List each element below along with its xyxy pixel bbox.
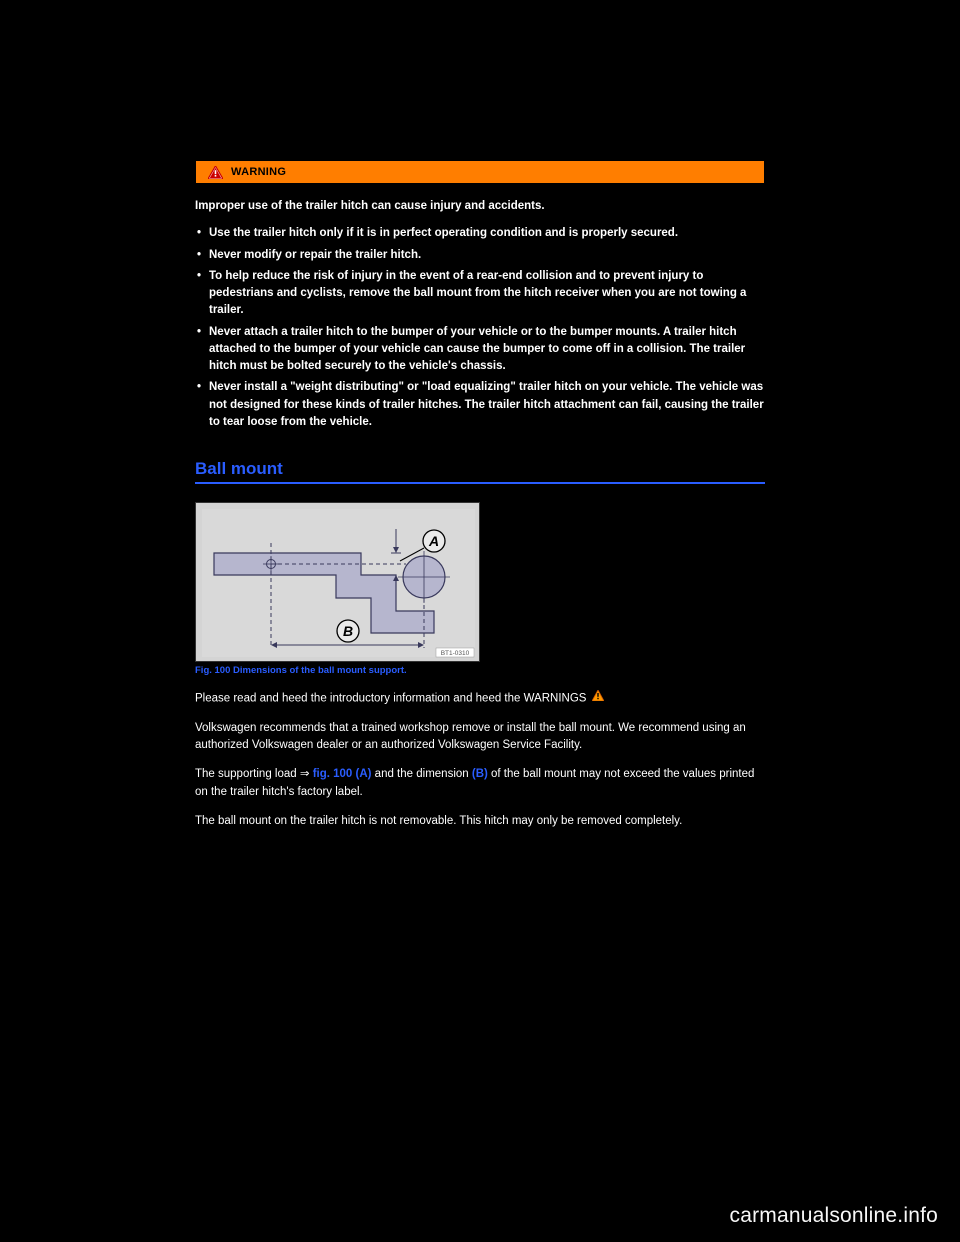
figure-id-label: BT1-0310 xyxy=(441,650,470,657)
warning-bullet: To help reduce the risk of injury in the… xyxy=(195,268,765,320)
paragraph-workshop: Volkswagen recommends that a trained wor… xyxy=(195,720,765,755)
document-content: WARNING Improper use of the trailer hitc… xyxy=(195,160,765,842)
warning-bullet: Use the trailer hitch only if it is in p… xyxy=(195,225,765,242)
warning-triangle-icon xyxy=(208,166,223,179)
paragraph-removable: The ball mount on the trailer hitch is n… xyxy=(195,813,765,830)
intro-text: Please read and heed the introductory in… xyxy=(195,690,765,708)
figure-ref-b: (B) xyxy=(472,768,488,780)
figure-caption: Fig. 100 Dimensions of the ball mount su… xyxy=(195,665,480,676)
figure-ref-a: fig. 100 (A) xyxy=(313,768,372,780)
figure-diagram: A B BT1-0310 xyxy=(195,502,480,662)
warning-bullet-list: Use the trailer hitch only if it is in p… xyxy=(195,225,765,431)
warning-body-text: Improper use of the trailer hitch can ca… xyxy=(195,198,765,215)
section-heading: Ball mount xyxy=(195,459,765,484)
paragraph-dimensions: The supporting load ⇒ fig. 100 (A) and t… xyxy=(195,766,765,801)
intro-span: Please read and heed the introductory in… xyxy=(195,693,586,705)
warning-bullet: Never modify or repair the trailer hitch… xyxy=(195,247,765,264)
warning-label: WARNING xyxy=(231,166,286,178)
warning-bullet: Never install a "weight distributing" or… xyxy=(195,379,765,431)
figure-label-b: B xyxy=(343,623,353,639)
watermark: carmanualsonline.info xyxy=(730,1204,939,1228)
figure-label-a: A xyxy=(428,533,439,549)
figure-container: A B BT1-0310 Fig. 100 Dimensions of the … xyxy=(195,502,480,676)
warning-bullet: Never attach a trailer hitch to the bump… xyxy=(195,324,765,376)
inline-warning-icon xyxy=(592,690,604,707)
warning-box: WARNING xyxy=(195,160,765,184)
